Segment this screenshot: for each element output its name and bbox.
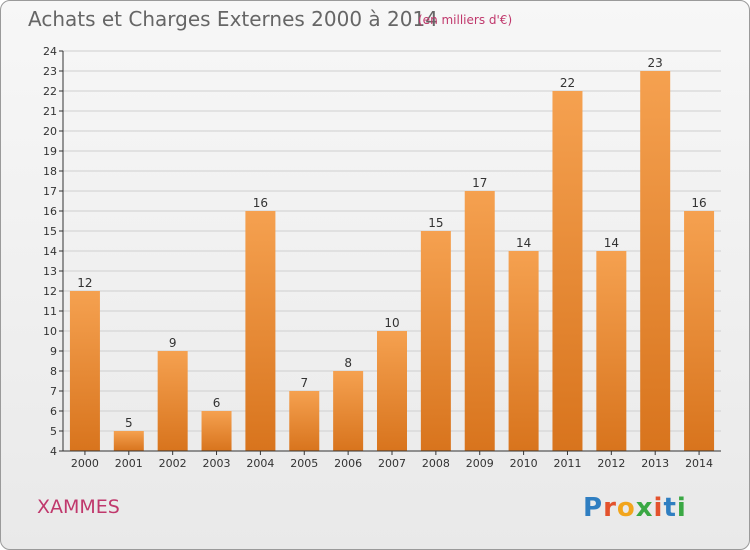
x-tick-label: 2002 xyxy=(159,457,187,470)
y-tick-label: 22 xyxy=(43,85,57,98)
bar-2001 xyxy=(113,431,144,451)
bar-value-label: 16 xyxy=(253,196,268,210)
bar-value-label: 23 xyxy=(648,56,663,70)
y-tick-label: 15 xyxy=(43,225,57,238)
x-tick-label: 2007 xyxy=(378,457,406,470)
bar-2002 xyxy=(157,351,188,451)
x-tick-label: 2001 xyxy=(115,457,143,470)
bar-value-label: 6 xyxy=(213,396,221,410)
y-tick-label: 23 xyxy=(43,65,57,78)
bar-2000 xyxy=(69,291,100,451)
bar-value-label: 14 xyxy=(516,236,531,250)
bar-2008 xyxy=(420,231,451,451)
y-tick-label: 18 xyxy=(43,165,57,178)
y-tick-label: 9 xyxy=(50,345,57,358)
x-tick-label: 2011 xyxy=(553,457,581,470)
bars: 12 5 9 6 16 7 8 10 15 17 14 22 14 23 16 xyxy=(69,56,715,451)
x-tick-label: 2010 xyxy=(510,457,538,470)
y-tick-label: 20 xyxy=(43,125,57,138)
logo-letter: o xyxy=(616,493,636,523)
bar-value-label: 14 xyxy=(604,236,619,250)
x-tick-label: 2005 xyxy=(290,457,318,470)
logo-letter: P xyxy=(583,493,604,523)
bar-2013 xyxy=(640,71,671,451)
bar-2011 xyxy=(552,91,583,451)
bar-value-label: 22 xyxy=(560,76,575,90)
y-tick-label: 4 xyxy=(50,445,57,458)
logo-letter: x xyxy=(635,493,654,523)
bar-value-label: 10 xyxy=(384,316,399,330)
y-tick-label: 12 xyxy=(43,285,57,298)
y-tick-label: 11 xyxy=(43,305,57,318)
bar-2010 xyxy=(508,251,539,451)
x-tick-label: 2012 xyxy=(597,457,625,470)
bar-value-label: 9 xyxy=(169,336,177,350)
proxiti-logo: Proxiti xyxy=(583,493,687,523)
bar-value-label: 17 xyxy=(472,176,487,190)
bar-2004 xyxy=(245,211,276,451)
y-tick-label: 5 xyxy=(50,425,57,438)
chart-title: Achats et Charges Externes 2000 à 2014 xyxy=(28,7,438,31)
y-tick-label: 14 xyxy=(43,245,57,258)
logo-letter: t xyxy=(663,493,677,523)
y-tick-label: 7 xyxy=(50,385,57,398)
x-tick-label: 2003 xyxy=(203,457,231,470)
commune-name: XAMMES xyxy=(37,496,120,518)
bar-value-label: 8 xyxy=(344,356,352,370)
bar-2009 xyxy=(464,191,495,451)
y-tick-label: 24 xyxy=(43,45,57,58)
x-tick-label: 2013 xyxy=(641,457,669,470)
x-tick-label: 2006 xyxy=(334,457,362,470)
x-tick-label: 2000 xyxy=(71,457,99,470)
bar-2007 xyxy=(377,331,407,451)
bar-2006 xyxy=(333,371,364,451)
y-tick-label: 10 xyxy=(43,325,57,338)
y-tick-label: 8 xyxy=(50,365,57,378)
logo-letter: i xyxy=(676,493,687,523)
x-tick-label: 2009 xyxy=(466,457,494,470)
x-tick-label: 2008 xyxy=(422,457,450,470)
bar-value-label: 7 xyxy=(300,376,308,390)
chart-subtitle: (en milliers d'€) xyxy=(418,13,513,27)
bar-2003 xyxy=(201,411,232,451)
bar-value-label: 16 xyxy=(691,196,706,210)
x-tick-label: 2004 xyxy=(246,457,274,470)
y-tick-label: 17 xyxy=(43,185,57,198)
x-tick-label: 2014 xyxy=(685,457,713,470)
y-tick-label: 6 xyxy=(50,405,57,418)
y-tick-label: 21 xyxy=(43,105,57,118)
logo-letter: r xyxy=(603,493,617,523)
y-tick-label: 16 xyxy=(43,205,57,218)
axes: 4 5 6 7 8 9 10 11 12 13 14 15 16 17 18 19 20 21 22 23 24 2000… xyxy=(43,45,721,470)
bar-2014 xyxy=(684,211,715,451)
bar-2005 xyxy=(289,391,320,451)
logo-letter: i xyxy=(653,493,664,523)
bar-value-label: 12 xyxy=(77,276,92,290)
bar-value-label: 5 xyxy=(125,416,133,430)
bar-2012 xyxy=(596,251,627,451)
y-tick-label: 19 xyxy=(43,145,57,158)
bar-value-label: 15 xyxy=(428,216,443,230)
y-tick-label: 13 xyxy=(43,265,57,278)
